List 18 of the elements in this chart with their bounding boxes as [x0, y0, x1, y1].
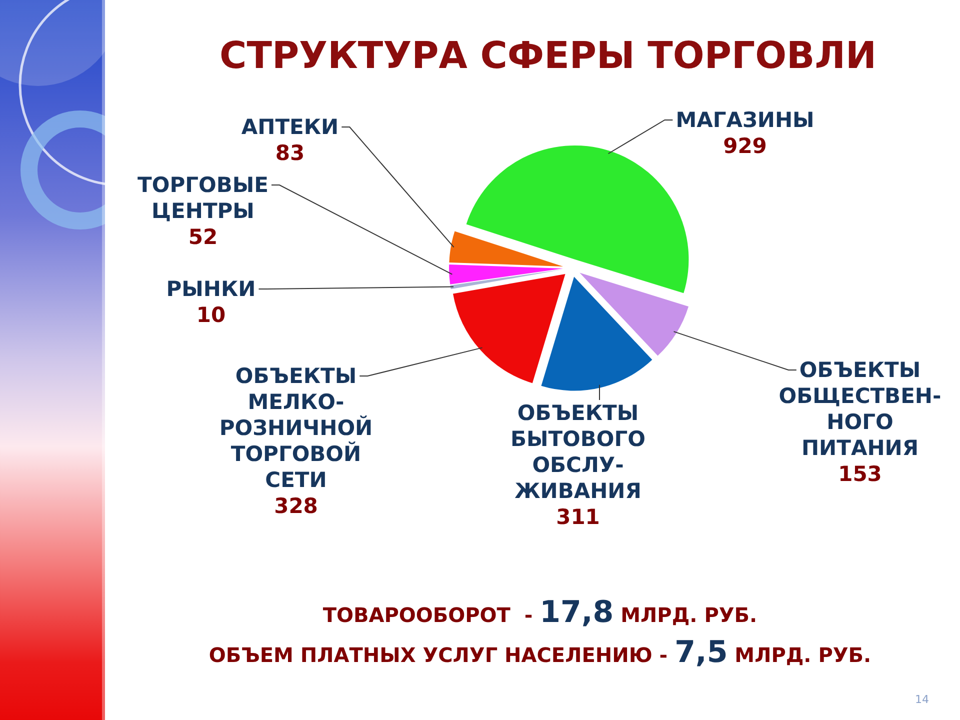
chart-title: СТРУКТУРА СФЕРЫ ТОРГОВЛИ [220, 34, 876, 77]
data-label: 153 [838, 462, 882, 486]
slice-label: АПТЕКИ [241, 115, 339, 139]
text: ОБЪЕМ ПЛАТНЫХ УСЛУГ НАСЕЛЕНИЮ - 7,5 МЛРД. РУБ. [208, 635, 872, 670]
slice-label: МАГАЗИНЫ [676, 108, 814, 132]
slice-label: ОБЪЕКТЫ МЕЛКО- РОЗНИЧНОЙ ТОРГОВОЙ СЕТИ [219, 364, 373, 492]
slice-label: ОБЪЕКТЫ ОБЩЕСТВЕН- НОГО ПИТАНИЯ [778, 358, 942, 460]
text: 14 [915, 693, 929, 706]
data-label: 83 [275, 141, 305, 165]
text: ТОВАРООБОРОТ - 17,8 МЛРД. РУБ. [322, 595, 758, 630]
data-label: 52 [188, 225, 218, 249]
slice-label: РЫНКИ [166, 277, 256, 301]
slice-label: ОБЪЕКТЫ БЫТОВОГО ОБСЛУ- ЖИВАНИЯ [510, 401, 646, 503]
data-label: 311 [556, 505, 600, 529]
data-label: 929 [723, 134, 767, 158]
slice-label: ТОРГОВЫЕ ЦЕНТРЫ [138, 173, 268, 223]
data-label: 10 [196, 303, 226, 327]
data-label: 328 [274, 494, 318, 518]
